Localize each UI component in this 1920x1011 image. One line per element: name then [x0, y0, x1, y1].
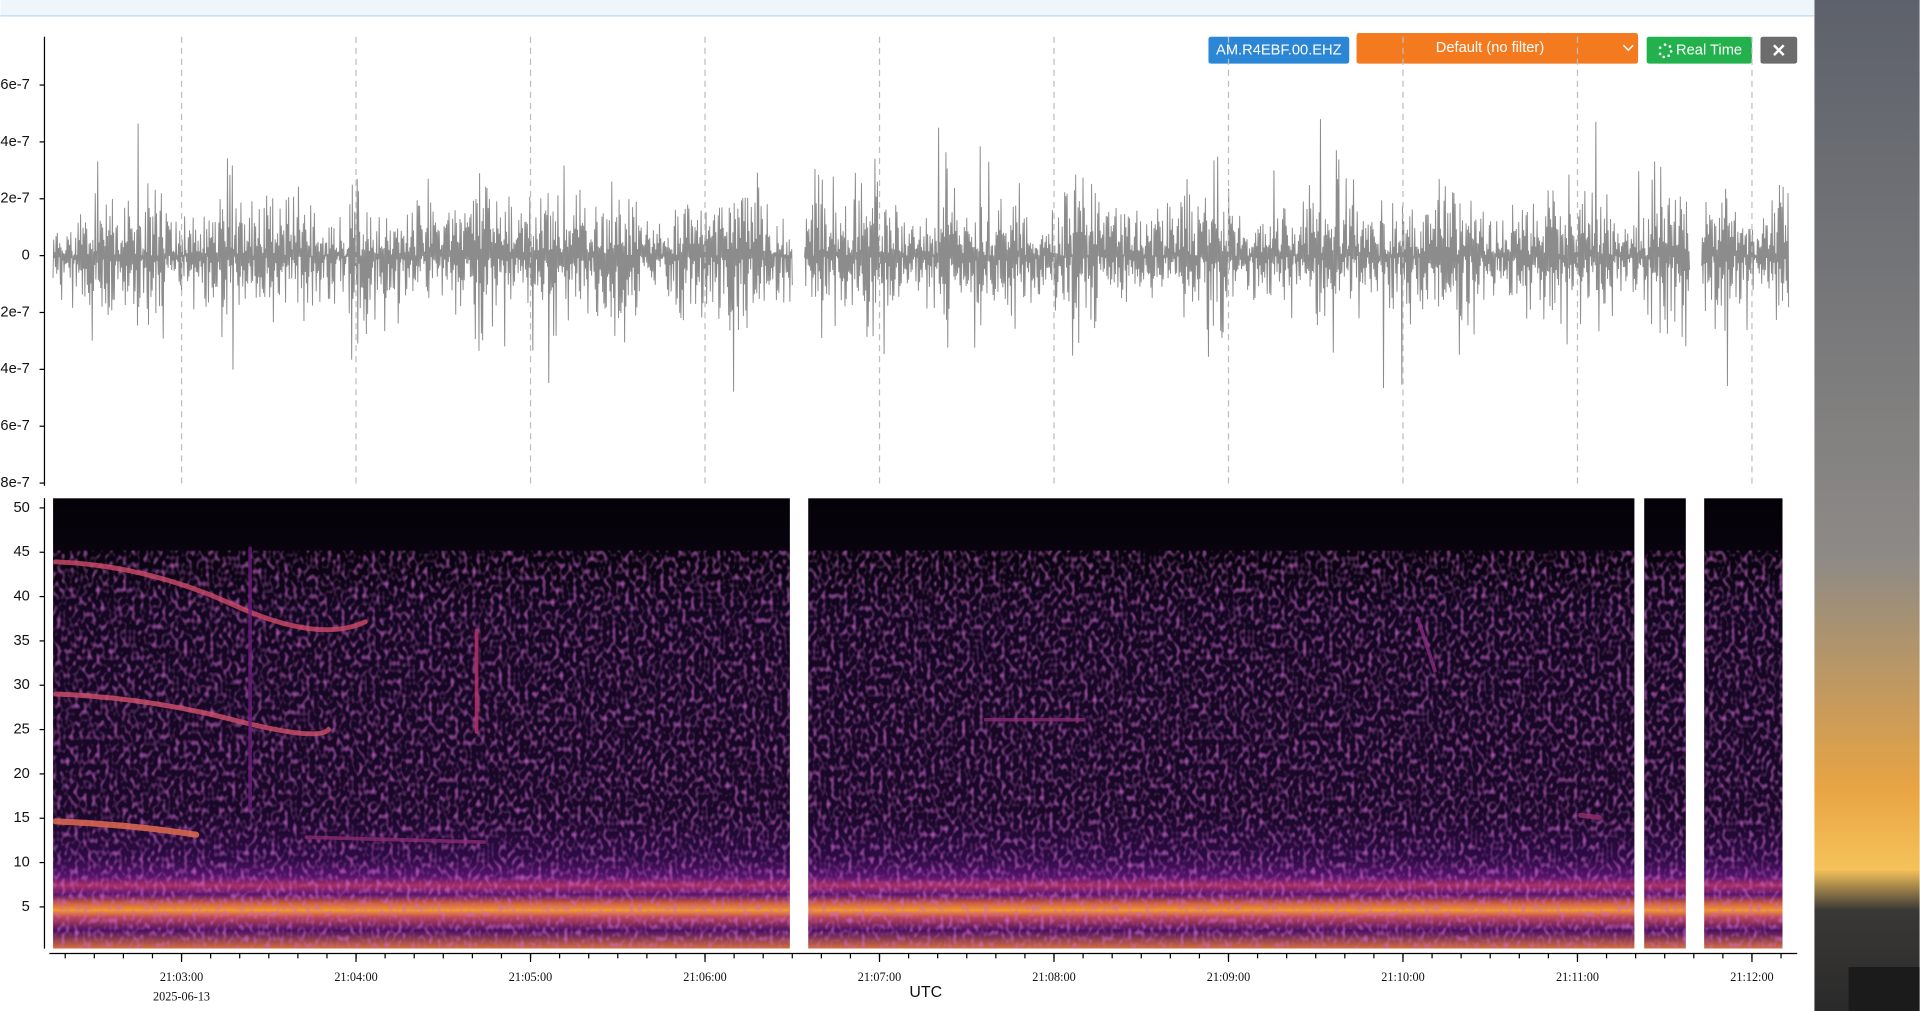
spectrogram-features: [53, 546, 1602, 844]
x-tick-label: 21:10:00: [1381, 970, 1424, 984]
station-button[interactable]: AM.R4EBF.00.EHZ: [1208, 36, 1350, 64]
waveform-trace: [804, 119, 1690, 389]
y-tick-label: -6e-7: [0, 418, 30, 434]
y-tick-label: 40: [13, 588, 29, 604]
y-tick-label: 5: [22, 899, 30, 915]
waveform-trace: [1701, 185, 1790, 387]
y-tick-label: 10: [13, 854, 29, 870]
waveform: [52, 119, 1790, 392]
x-tick-label: 21:03:00: [160, 970, 203, 984]
x-tick-label: 21:09:00: [1207, 970, 1250, 984]
station-button-label[interactable]: AM.R4EBF.00.EHZ: [1216, 43, 1342, 59]
top-bar: [0, 0, 1815, 16]
x-tick-label: 21:12:00: [1730, 970, 1773, 984]
date-label: 2025-06-13: [153, 989, 210, 1003]
y-tick-label: -4e-7: [0, 361, 30, 377]
y-tick-label: -2e-7: [0, 304, 30, 320]
realtime-button-label[interactable]: Real Time: [1676, 43, 1742, 59]
x-tick-label: 21:08:00: [1032, 970, 1075, 984]
realtime-button[interactable]: Real Time: [1646, 36, 1752, 64]
spinner-icon: [1658, 43, 1673, 59]
filter-dropdown[interactable]: Default (no filter): [1356, 33, 1639, 64]
y-tick-label: 25: [13, 721, 29, 737]
desktop-background: [1814, 0, 1920, 1011]
y-tick-label: 30: [13, 677, 29, 693]
y-tick-label: 45: [13, 544, 29, 560]
y-tick-label: 15: [13, 810, 29, 826]
axis-title: UTC: [909, 984, 942, 1001]
y-tick-label: 50: [13, 500, 29, 516]
dropdown-caret: [1622, 44, 1634, 52]
x-tick-label: 21:06:00: [683, 970, 726, 984]
spectrogram-noise: [53, 550, 1783, 949]
y-tick-label: 35: [13, 633, 29, 649]
y-tick-label: 4e-7: [0, 134, 29, 150]
y-tick-label: 6e-7: [0, 77, 29, 93]
y-tick-label: 20: [13, 766, 29, 782]
realtime-button-bg[interactable]: [1646, 36, 1752, 64]
x-tick-label: 21:07:00: [858, 970, 901, 984]
desktop-object: [1848, 966, 1920, 1011]
waveform-trace: [52, 123, 793, 392]
close-icon: [1773, 44, 1785, 56]
station-button-bg[interactable]: [1208, 36, 1350, 64]
filter-dropdown-bg[interactable]: [1356, 33, 1639, 64]
y-tick-label: -8e-7: [0, 475, 30, 491]
spectrogram: [53, 498, 1783, 949]
x-tick-label: 21:05:00: [509, 970, 552, 984]
x-tick-label: 21:11:00: [1556, 970, 1599, 984]
y-tick-label: 2e-7: [0, 191, 29, 207]
x-tick-label: 21:04:00: [334, 970, 377, 984]
filter-dropdown-label[interactable]: Default (no filter): [1436, 40, 1544, 56]
y-tick-label: 0: [22, 248, 30, 264]
close-button[interactable]: [1760, 36, 1798, 64]
